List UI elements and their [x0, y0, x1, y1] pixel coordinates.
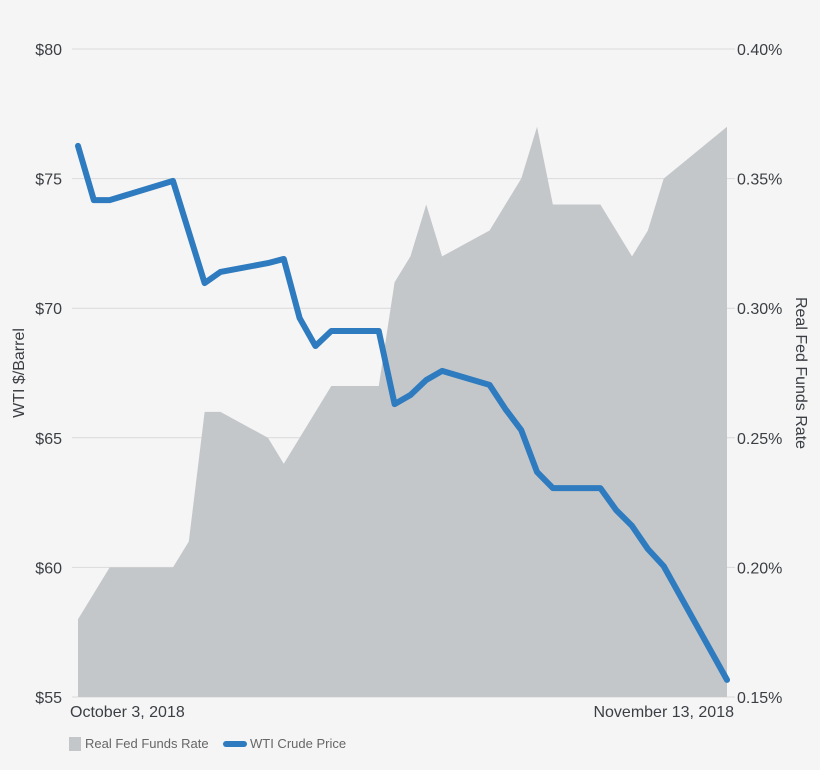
left-tick-label: $65 [35, 431, 62, 448]
left-tick-label: $55 [35, 690, 62, 707]
right-tick-label: 0.35% [737, 172, 782, 189]
legend-swatch-area [69, 736, 81, 751]
series-area-real-fed-funds-rate [78, 126, 727, 697]
right-tick-label: 0.30% [737, 301, 782, 318]
left-tick-label: $80 [35, 42, 62, 59]
left-axis-title: WTI $/Barrel [11, 328, 28, 418]
x-tick-end: November 13, 2018 [593, 704, 734, 721]
left-tick-label: $70 [35, 301, 62, 318]
legend-item-real-fed-funds-rate: Real Fed Funds Rate [69, 736, 209, 751]
right-tick-label: 0.20% [737, 560, 782, 577]
legend-label: WTI Crude Price [250, 736, 347, 751]
x-tick-start: October 3, 2018 [70, 704, 185, 721]
left-axis-ticks: $80 $75 $70 $65 $60 $55 [35, 42, 62, 707]
series-line-wti-crude-price [75, 142, 730, 683]
legend-swatch-line [223, 740, 247, 747]
right-tick-label: 0.25% [737, 431, 782, 448]
right-axis-ticks: 0.40% 0.35% 0.30% 0.25% 0.20% 0.15% [737, 42, 782, 707]
legend-label: Real Fed Funds Rate [85, 736, 209, 751]
left-tick-label: $60 [35, 560, 62, 577]
right-axis-title: Real Fed Funds Rate [792, 297, 809, 449]
right-tick-label: 0.40% [737, 42, 782, 59]
left-tick-label: $75 [35, 172, 62, 189]
legend-item-wti-crude-price: WTI Crude Price [223, 736, 346, 751]
right-tick-label: 0.15% [737, 690, 782, 707]
